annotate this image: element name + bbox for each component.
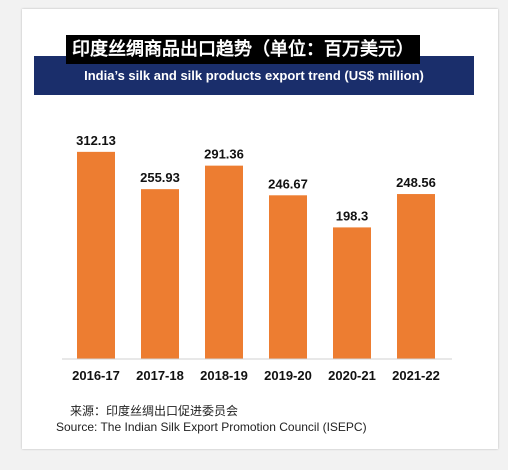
source-note-en: Source: The Indian Silk Export Promotion…: [56, 420, 367, 434]
x-tick-label-2016-17: 2016-17: [72, 368, 120, 383]
x-tick-label-2021-22: 2021-22: [392, 368, 440, 383]
bar-2017-18: [141, 189, 179, 359]
bar-2019-20: [269, 195, 307, 359]
source-note-zh: 来源：印度丝绸出口促进委员会: [70, 404, 239, 418]
value-label-2018-19: 291.36: [204, 147, 244, 162]
value-label-2020-21: 198.3: [336, 208, 369, 223]
x-tick-label-2019-20: 2019-20: [264, 368, 312, 383]
bar-2018-19: [205, 165, 243, 359]
bar-2016-17: [77, 151, 115, 359]
chart-subtitle: India’s silk and silk products export tr…: [84, 68, 424, 83]
bar-2020-21: [333, 227, 371, 359]
chart-title: 印度丝绸商品出口趋势（单位：百万美元）: [66, 35, 420, 64]
x-tick-label-2020-21: 2020-21: [328, 368, 376, 383]
value-label-2016-17: 312.13: [76, 133, 116, 148]
bar-2021-22: [397, 194, 435, 359]
x-tick-label-2018-19: 2018-19: [200, 368, 248, 383]
value-label-2019-20: 246.67: [268, 176, 308, 191]
x-tick-label-2017-18: 2017-18: [136, 368, 184, 383]
value-label-2017-18: 255.93: [140, 170, 180, 185]
value-label-2021-22: 248.56: [396, 175, 436, 190]
